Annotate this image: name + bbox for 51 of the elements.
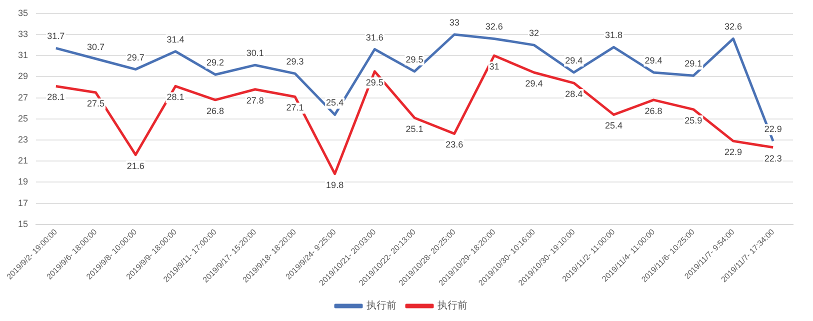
data-label: 29.2 bbox=[206, 58, 224, 68]
data-label: 31.7 bbox=[47, 31, 65, 42]
y-tick-label: 27 bbox=[18, 92, 28, 102]
data-label: 27.1 bbox=[286, 102, 304, 113]
data-label: 29.5 bbox=[366, 77, 384, 88]
data-label: 21.6 bbox=[126, 160, 144, 171]
data-label: 32.6 bbox=[724, 22, 742, 32]
data-label: 26.8 bbox=[206, 106, 224, 116]
data-label: 29.4 bbox=[525, 78, 543, 88]
data-label: 25.9 bbox=[684, 115, 702, 126]
data-label: 22.9 bbox=[764, 124, 782, 134]
data-label: 29.4 bbox=[565, 55, 583, 66]
data-label: 22.3 bbox=[764, 153, 782, 164]
data-label: 31.6 bbox=[366, 32, 384, 42]
y-tick-label: 33 bbox=[18, 28, 28, 39]
data-label: 33 bbox=[449, 17, 460, 28]
data-label: 31.4 bbox=[166, 34, 184, 44]
y-tick-label: 29 bbox=[18, 71, 28, 82]
y-tick-label: 23 bbox=[18, 134, 28, 144]
data-label: 29.5 bbox=[406, 54, 424, 64]
data-label: 25.4 bbox=[326, 98, 344, 108]
y-tick-label: 15 bbox=[18, 218, 28, 229]
y-tick-label: 19 bbox=[18, 176, 28, 187]
data-label: 30.7 bbox=[87, 42, 105, 52]
data-label: 31.8 bbox=[604, 30, 622, 40]
data-label: 32.6 bbox=[485, 22, 503, 32]
data-label: 25.4 bbox=[604, 120, 622, 131]
legend-label: 执行前 bbox=[438, 300, 468, 312]
data-label: 29.7 bbox=[126, 52, 144, 62]
data-label: 29.1 bbox=[684, 58, 702, 69]
data-label: 29.4 bbox=[644, 55, 662, 66]
data-label: 19.8 bbox=[326, 180, 344, 190]
y-tick-label: 17 bbox=[18, 198, 28, 208]
y-tick-label: 21 bbox=[18, 156, 28, 166]
y-tick-label: 35 bbox=[18, 8, 28, 18]
data-label: 28.4 bbox=[565, 89, 583, 100]
data-label: 23.6 bbox=[446, 140, 464, 150]
legend-label: 执行前 bbox=[366, 300, 396, 312]
y-tick-label: 25 bbox=[18, 113, 28, 124]
data-label: 29.3 bbox=[286, 56, 304, 67]
data-label: 32 bbox=[529, 28, 540, 38]
data-label: 28.1 bbox=[166, 92, 184, 102]
data-label: 27.5 bbox=[87, 98, 105, 109]
data-label: 26.8 bbox=[644, 106, 662, 116]
data-label: 27.8 bbox=[246, 95, 264, 106]
data-label: 28.1 bbox=[47, 92, 65, 102]
data-label: 22.9 bbox=[724, 147, 742, 158]
data-label: 31 bbox=[489, 62, 500, 72]
y-tick-label: 31 bbox=[18, 50, 28, 60]
data-label: 25.1 bbox=[406, 124, 424, 134]
data-label: 30.1 bbox=[246, 48, 264, 58]
